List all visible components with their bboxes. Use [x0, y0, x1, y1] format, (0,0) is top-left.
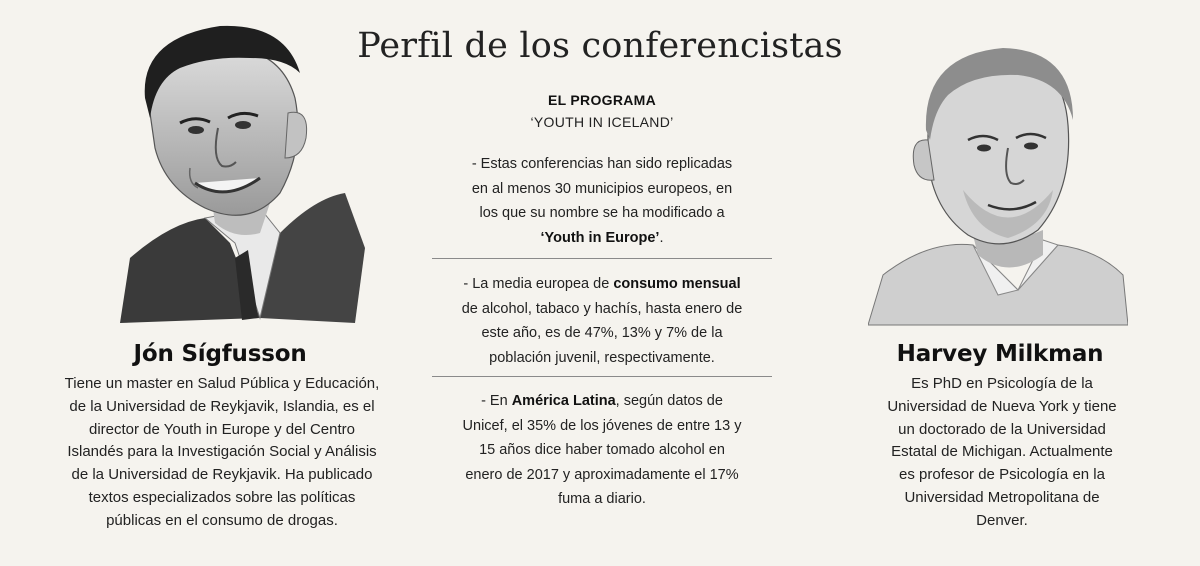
paragraph-line: de alcohol, tabaco y hachís, hasta enero…: [461, 300, 743, 317]
paragraph-line: Unicef, el 35% de los jóvenes de entre 1…: [462, 417, 742, 434]
paragraph-line: en al menos 30 municipios europeos, en: [471, 180, 733, 197]
paragraph-text: - En: [481, 393, 512, 409]
program-paragraph-2: - La media europea de consumo mensual de…: [432, 259, 772, 376]
program-paragraph-3: - En América Latina, según datos de Unic…: [432, 377, 772, 512]
paragraph-line: - La media europea de consumo mensual: [446, 272, 758, 297]
paragraph-line: este año, es de 47%, 13% y 7% de la: [481, 325, 723, 341]
paragraph-end: .: [659, 229, 664, 246]
bio-line: de la Universidad de Reykjavik. Ha publi…: [71, 466, 373, 484]
program-paragraph-1: - Estas conferencias han sido replicadas…: [432, 152, 772, 258]
paragraph-line: - En América Latina, según datos de: [446, 389, 758, 414]
paragraph-line: población juvenil, respectivamente.: [489, 349, 715, 366]
speaker-bio-jon: Tiene un master en Salud Pública y Educa…: [52, 373, 392, 533]
bio-line: Denver.: [976, 511, 1028, 529]
paragraph-line: enero de 2017 y aproximadamente el 17%: [465, 466, 739, 483]
bold-phrase: América Latina: [511, 393, 616, 409]
speaker-name-harvey: Harvey Milkman: [896, 341, 1104, 367]
paragraph-line: 15 años dice haber tomado alcohol en: [479, 442, 725, 458]
bio-line: es profesor de Psicología en la: [899, 466, 1105, 484]
speaker-bio-harvey: Es PhD en Psicología de la Universidad d…: [864, 373, 1140, 533]
paragraph-text: , según datos de: [615, 393, 723, 409]
bold-phrase: consumo mensual: [613, 276, 741, 292]
page-title: Perfil de los conferencistas: [357, 26, 843, 66]
bio-line: textos especializados sobre las política…: [88, 488, 356, 506]
harvey-milkman-portrait: [868, 48, 1128, 326]
bio-line: director de Youth in Europe y del Centro: [88, 420, 355, 438]
divider: [432, 258, 772, 259]
program-label: EL PROGRAMA: [547, 92, 657, 108]
bio-line: Es PhD en Psicología de la: [911, 375, 1093, 392]
bio-line: Universidad Metropolitana de: [904, 488, 1100, 506]
bio-line: un doctorado de la Universidad: [898, 420, 1106, 438]
paragraph-text: - La media europea de: [463, 276, 614, 292]
bold-phrase: ‘Youth in Europe’: [540, 229, 660, 246]
bio-line: de la Universidad de Reykjavik, Islandia…: [69, 397, 375, 415]
paragraph-line: ‘Youth in Europe’.: [446, 226, 758, 251]
bio-line: Estatal de Michigan. Actualmente: [891, 443, 1113, 461]
paragraph-line: fuma a diario.: [558, 491, 646, 507]
bio-line: Tiene un master en Salud Pública y Educa…: [64, 375, 380, 392]
bio-line: públicas en el consumo de drogas.: [106, 511, 338, 529]
speaker-name-jon: Jón Sígfusson: [133, 341, 307, 367]
divider: [432, 376, 772, 377]
bio-line: Universidad de Nueva York y tiene: [887, 397, 1117, 415]
paragraph-line: los que su nombre se ha modificado a: [479, 205, 725, 221]
paragraph-line: - Estas conferencias han sido replicadas: [471, 156, 733, 172]
program-name: ‘YOUTH IN ICELAND’: [530, 114, 674, 130]
bio-line: Islandés para la Investigación Social y …: [67, 443, 377, 461]
program-panel: EL PROGRAMA ‘YOUTH IN ICELAND’ - Estas c…: [432, 92, 772, 512]
jon-sigfusson-portrait: [120, 25, 365, 323]
